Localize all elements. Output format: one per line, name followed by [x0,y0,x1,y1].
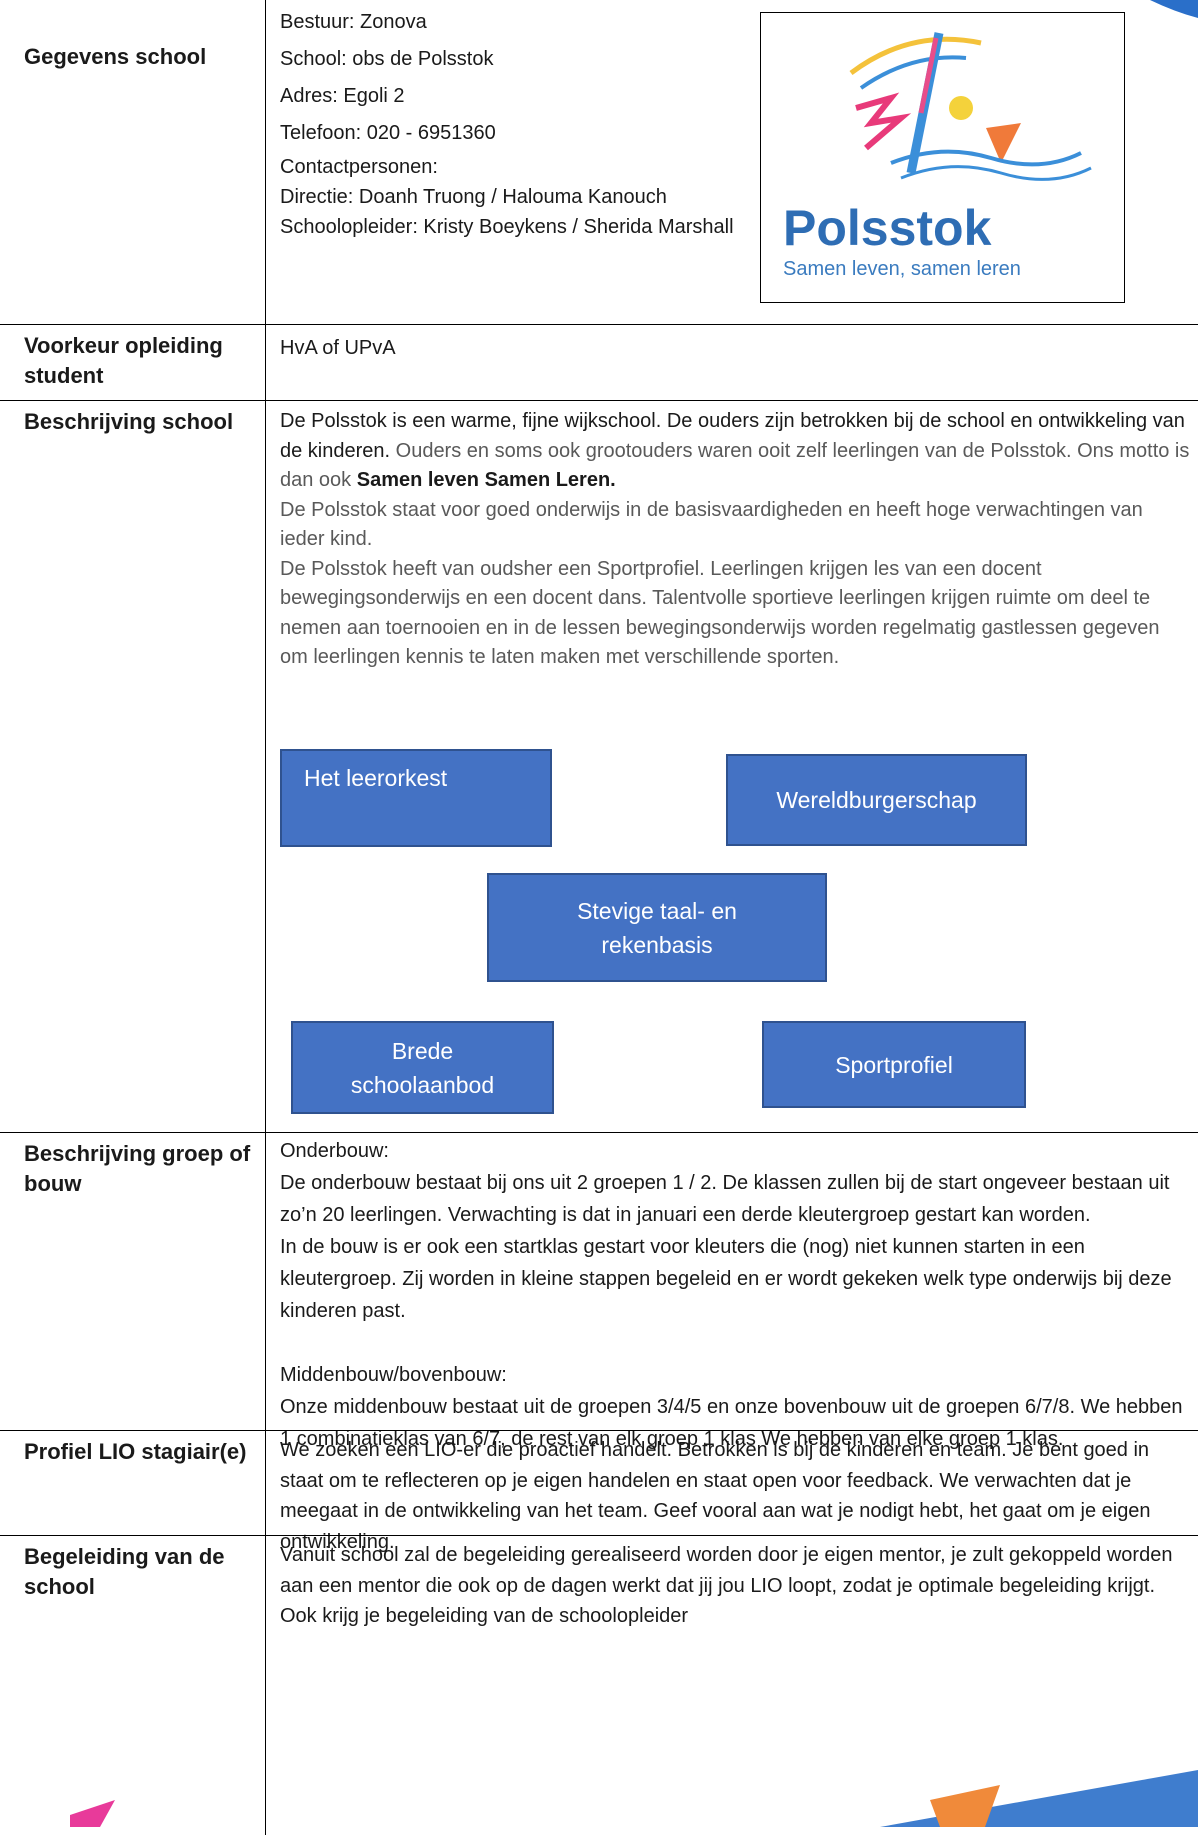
row-content: Onderbouw: De onderbouw bestaat bij ons … [280,1135,1192,1455]
text: Telefoon: 020 - 6951360 [280,122,496,144]
row-label: Gegevens school [0,0,266,324]
block: Stevige taal- en rekenbasis [487,873,827,982]
text: Onderbouw: [280,1140,389,1162]
motto: Samen leven Samen Leren. [356,469,616,491]
text: Directie: Doanh Truong / Halouma Kanouch [280,186,667,208]
logo: Polsstok Samen leven, samen leren [760,12,1125,303]
row: Voorkeur opleiding student HvA of UPvA [0,324,1198,400]
text: Adres: Egoli 2 [280,85,405,107]
text: In de bouw is er ook een startklas gesta… [280,1236,1172,1322]
text: De Polsstok heeft van oudsher een Sportp… [280,557,1160,669]
text: Vanuit school zal de begeleiding gereali… [280,1544,1173,1627]
row: Gegevens school Bestuur: Zonova School: … [0,0,1198,324]
row-content: Bestuur: Zonova School: obs de Polsstok … [280,4,750,242]
text: De onderbouw bestaat bij ons uit 2 groep… [280,1172,1170,1226]
logo-tagline: Samen leven, samen leren [783,258,1021,280]
row-content: HvA of UPvA [280,333,1192,363]
text: School: obs de Polsstok [280,48,494,70]
logo-name: Polsstok [783,200,992,256]
block: Brede schoolaanbod [291,1021,554,1114]
row-content: De Polsstok is een warme, fijne wijkscho… [280,407,1192,673]
text: Schoolopleider: Kristy Boeykens / Sherid… [280,216,734,238]
row: Beschrijving school De Polsstok is een w… [0,400,1198,1132]
block: Sportprofiel [762,1021,1026,1108]
row-label: Profiel LIO stagiair(e) [0,1431,266,1535]
logo-graphic: Polsstok Samen leven, samen leren [783,32,1092,280]
text: Contactpersonen: [280,156,438,178]
row-content: Vanuit school zal de begeleiding gereali… [280,1540,1192,1632]
block: Het leerorkest [280,749,552,847]
text: Ouders en soms ook grootouders waren ooi… [280,439,1190,492]
block: Wereldburgerschap [726,754,1027,846]
row-label: Beschrijving groep of bouw [0,1133,266,1430]
text: De Polsstok staat voor goed onderwijs in… [280,498,1143,551]
text: De Polsstok is een warme, fijne wijkscho… [280,410,1185,462]
text: HvA of UPvA [280,337,396,359]
row-label: Voorkeur opleiding student [0,325,266,400]
text: Bestuur: Zonova [280,11,427,33]
row-label: Begeleiding van de school [0,1536,266,1835]
row: Beschrijving groep of bouw Onderbouw: De… [0,1132,1198,1450]
row: Profiel LIO stagiair(e) We zoeken een LI… [0,1430,1198,1553]
paragraph: De Polsstok is een warme, fijne wijkscho… [280,407,1192,496]
row-label: Beschrijving school [0,401,266,1132]
text: Onze middenbouw bestaat uit de groepen 3… [280,1396,1183,1450]
text: We zoeken een LIO-er die proactief hande… [280,1439,1151,1553]
row: Begeleiding van de school Vanuit school … [0,1535,1198,1835]
text: Middenbouw/bovenbouw: [280,1364,507,1386]
row-content: We zoeken een LIO-er die proactief hande… [280,1435,1192,1557]
